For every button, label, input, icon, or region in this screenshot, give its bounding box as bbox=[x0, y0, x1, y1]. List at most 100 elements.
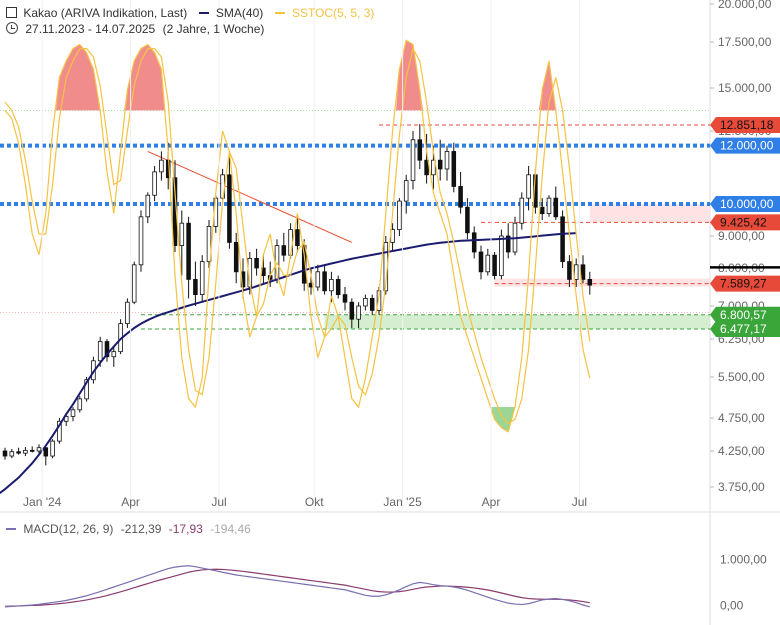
x-tick-label: Jan '24 bbox=[23, 495, 62, 509]
x-tick-label: Apr bbox=[121, 495, 140, 509]
candle-body bbox=[193, 278, 198, 295]
candle-body bbox=[111, 351, 117, 358]
candle-body bbox=[471, 232, 477, 253]
macd-tick-label: 0,00 bbox=[720, 598, 744, 612]
stoch-overbought-fill-3 bbox=[396, 40, 424, 111]
candle-body bbox=[417, 139, 423, 161]
x-tick-label: Apr bbox=[482, 495, 501, 509]
candle-body bbox=[227, 174, 232, 243]
candle-body bbox=[315, 271, 321, 288]
macd-label: MACD(12, 26, 9) bbox=[23, 522, 114, 536]
candle-body bbox=[131, 264, 137, 303]
candle-body bbox=[179, 222, 185, 246]
candle-body bbox=[97, 341, 103, 362]
level-tag-label-5: 6.800,57 bbox=[720, 308, 767, 322]
x-tick-label: Okt bbox=[305, 495, 324, 509]
macd-value-1: -212,39 bbox=[120, 522, 162, 536]
sstoc-label: SSTOC(5, 5, 3) bbox=[291, 6, 375, 20]
level-tag-label-6: 6.477,17 bbox=[720, 322, 767, 336]
candle-body bbox=[57, 420, 62, 442]
candle-body bbox=[36, 447, 42, 452]
candle-body bbox=[152, 171, 157, 196]
price-tick-label: 9.000,00 bbox=[718, 229, 765, 243]
price-tick-label: 4.750,00 bbox=[718, 411, 765, 425]
candle-body bbox=[499, 235, 504, 276]
candle-body bbox=[505, 235, 511, 253]
candle-body bbox=[553, 197, 559, 218]
level-tag-5 bbox=[710, 306, 780, 323]
level-tag-label-2: 10.000,00 bbox=[720, 197, 774, 211]
candle-body bbox=[465, 206, 470, 234]
date-range: 27.11.2023 - 14.07.2025 bbox=[25, 22, 156, 36]
candle-body bbox=[43, 447, 49, 457]
candle-body bbox=[145, 194, 151, 218]
candle-body bbox=[580, 264, 586, 280]
candle-body bbox=[159, 159, 164, 173]
candle-body bbox=[281, 245, 287, 256]
x-tick-label: Jul bbox=[572, 495, 587, 509]
macd-legend-swatch bbox=[6, 528, 16, 530]
candle-body bbox=[186, 222, 191, 280]
candle-body bbox=[322, 271, 327, 292]
x-tick-label: Jul bbox=[211, 495, 226, 509]
candle-body bbox=[206, 225, 212, 262]
candle-body bbox=[342, 294, 348, 303]
price-tick-label: 17.500,00 bbox=[718, 35, 772, 49]
candle-legend-icon bbox=[6, 7, 17, 18]
price-tick-label: 20.000,00 bbox=[718, 0, 772, 11]
candle-body bbox=[233, 241, 239, 273]
candle-body bbox=[458, 186, 463, 208]
candle-body bbox=[424, 159, 429, 176]
level-tag-0 bbox=[710, 116, 780, 133]
candle-body bbox=[77, 398, 83, 411]
level-tag-label-1: 12.000,00 bbox=[720, 139, 774, 153]
price-tick-label: 4.250,00 bbox=[718, 444, 765, 458]
sma-label: SMA(40) bbox=[215, 6, 264, 20]
stoch-k-line bbox=[4, 39, 591, 433]
candle-body bbox=[492, 254, 497, 276]
macd-tick-label: 1.000,00 bbox=[720, 552, 767, 566]
candle-body bbox=[573, 264, 579, 280]
level-tag-4 bbox=[710, 275, 780, 292]
macd-line bbox=[4, 565, 590, 608]
candle-body bbox=[519, 197, 525, 224]
candle-body bbox=[539, 206, 545, 214]
candle-body bbox=[329, 278, 334, 292]
candle-body bbox=[546, 197, 552, 215]
candle-body bbox=[16, 451, 21, 454]
legend-row-2: 27.11.2023 - 14.07.2025 (2 Jahre, 1 Woch… bbox=[6, 22, 268, 36]
stoch-d-line bbox=[4, 46, 591, 425]
candle-body bbox=[397, 200, 402, 231]
candle-body bbox=[335, 278, 341, 295]
resistance-zone bbox=[589, 204, 710, 223]
macd-signal-line bbox=[4, 568, 590, 607]
candle-body bbox=[84, 379, 89, 400]
candle-body bbox=[567, 261, 572, 280]
stoch-overbought-fill-1 bbox=[56, 44, 104, 111]
candle-body bbox=[369, 297, 375, 311]
candle-body bbox=[478, 251, 484, 273]
candle-body bbox=[403, 180, 409, 202]
candle-body bbox=[349, 301, 355, 320]
candle-body bbox=[199, 261, 205, 296]
price-tick-label: 3.750,00 bbox=[718, 480, 765, 494]
candle-body bbox=[2, 450, 8, 457]
candle-body bbox=[410, 139, 416, 182]
candle-body bbox=[138, 216, 144, 266]
candle-body bbox=[104, 341, 110, 358]
candle-body bbox=[254, 257, 259, 269]
trendline bbox=[147, 150, 353, 243]
candle-body bbox=[50, 440, 55, 457]
level-tag-1 bbox=[710, 137, 780, 154]
candle-body bbox=[9, 451, 15, 457]
instrument-label: Kakao (ARIVA Indikation, Last) bbox=[23, 6, 188, 20]
level-tag-2 bbox=[710, 196, 780, 212]
legend-row-1: Kakao (ARIVA Indikation, Last) SMA(40) S… bbox=[6, 6, 378, 20]
candle-body bbox=[301, 245, 307, 284]
level-tag-label-0: 12.851,18 bbox=[720, 118, 774, 132]
candle-body bbox=[485, 254, 491, 273]
candle-body bbox=[295, 229, 300, 247]
candle-body bbox=[431, 159, 436, 176]
